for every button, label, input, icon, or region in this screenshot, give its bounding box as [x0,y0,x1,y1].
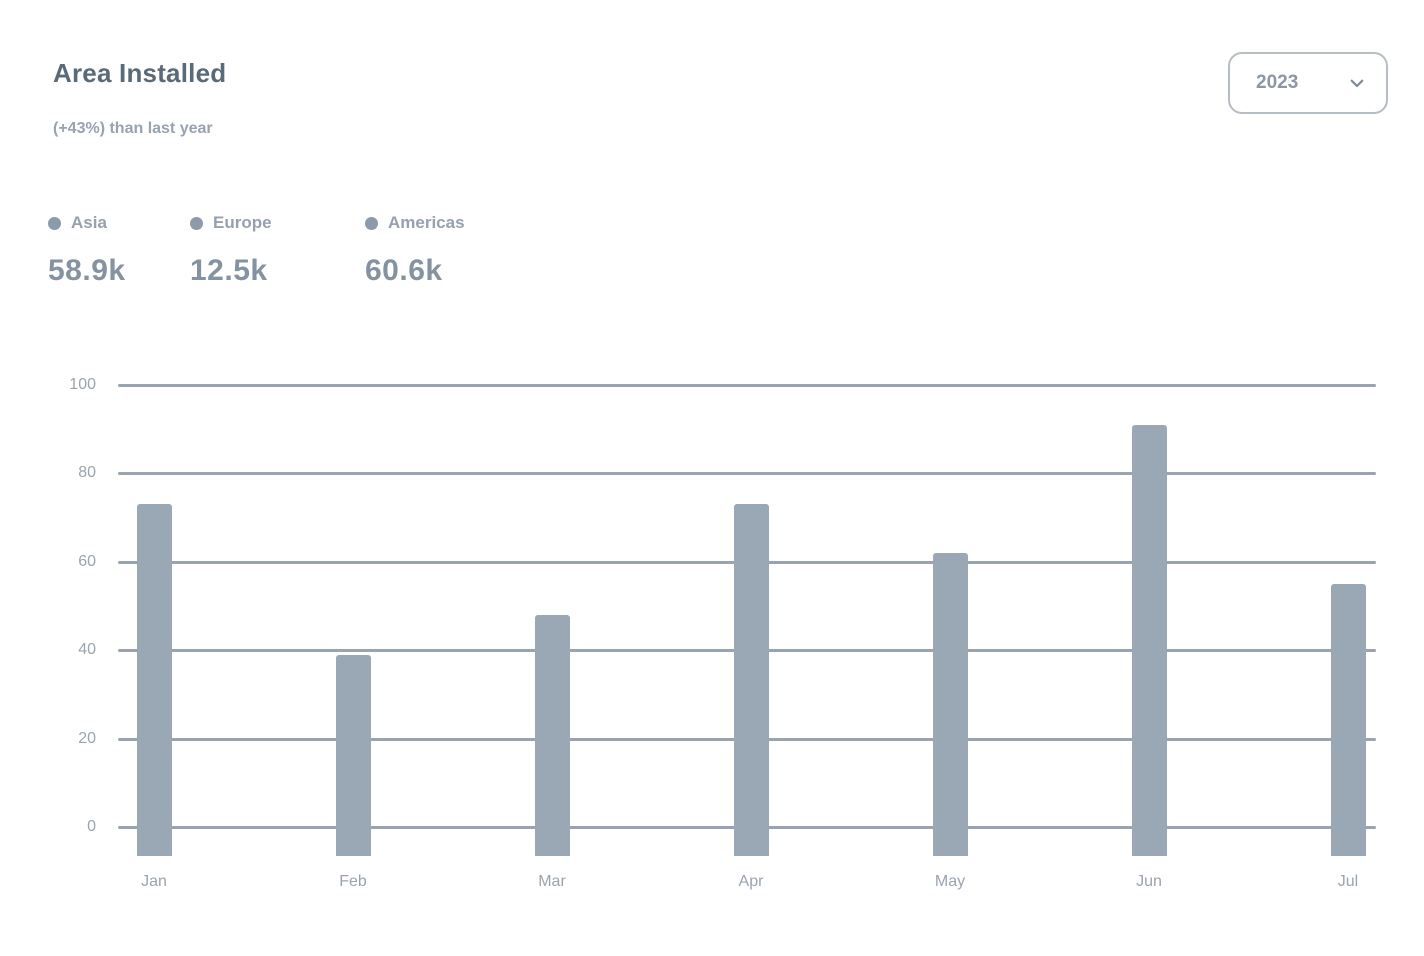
legend-item-asia[interactable]: Asia 58.9k [48,208,126,288]
y-axis-label: 0 [87,818,96,835]
chevron-down-icon [1350,79,1364,88]
gridline [118,737,1376,741]
legend-dot-icon [48,216,61,230]
legend-item-americas[interactable]: Americas 60.6k [365,208,465,288]
legend-total: 12.5k [190,254,268,287]
legend-dot-icon [190,216,203,230]
chart-subtitle: (+43%) than last year [53,120,213,137]
bar [932,552,968,856]
legend-total: 60.6k [365,254,443,287]
gridline [118,384,1376,387]
x-axis-label: Feb [339,873,367,890]
bar [534,614,570,856]
bar [1131,424,1167,856]
x-axis-label: Jun [1136,873,1162,890]
legend-label: Americas [388,213,465,232]
y-axis-label: 60 [78,552,96,570]
y-axis-label: 40 [78,641,96,659]
x-axis-label: May [934,873,966,890]
legend-dot-icon [365,216,378,230]
y-axis-label: 80 [78,464,96,482]
gridline [118,826,1376,829]
x-axis-label: Mar [538,873,566,890]
y-axis-label: 20 [78,729,96,747]
gridline [118,649,1376,653]
chart-title: Area Installed [53,58,227,88]
bar [733,504,769,856]
y-axis-label: 100 [69,376,96,393]
bar [1330,583,1366,856]
legend-total: 58.9k [48,254,126,287]
bar [136,504,172,856]
bar [335,654,371,856]
legend-label: Europe [213,213,272,232]
gridline [118,560,1376,564]
gridline [118,472,1376,476]
x-axis-label: Jul [1337,873,1359,890]
year-select-value: 2023 [1256,72,1299,93]
legend-item-europe[interactable]: Europe 12.5k [190,208,272,288]
legend-label: Asia [71,213,107,232]
year-select-button[interactable]: 2023 [1228,52,1388,114]
x-axis-label: Jan [141,873,167,890]
x-axis-label: Apr [738,873,764,890]
